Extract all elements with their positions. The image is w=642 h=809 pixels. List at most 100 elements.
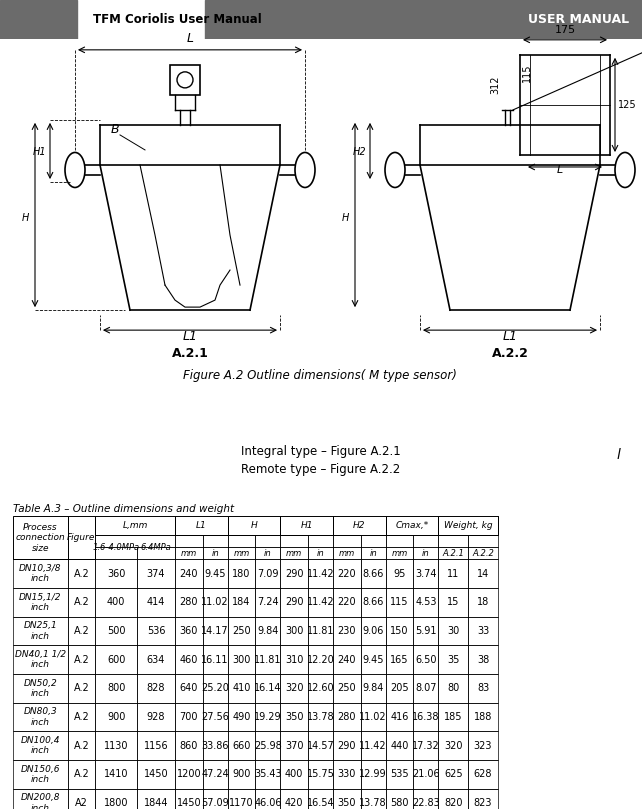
Bar xyxy=(468,616,498,646)
Text: 580: 580 xyxy=(390,798,409,808)
Bar xyxy=(308,646,333,674)
Bar xyxy=(413,702,438,731)
Text: 410: 410 xyxy=(232,684,250,693)
Text: 22.83: 22.83 xyxy=(412,798,440,808)
Bar xyxy=(137,535,175,547)
Text: 15: 15 xyxy=(447,597,460,608)
Text: 330: 330 xyxy=(338,769,356,779)
Text: 828: 828 xyxy=(147,684,165,693)
Text: DN40,1 1/2
inch: DN40,1 1/2 inch xyxy=(15,650,65,669)
Text: 414: 414 xyxy=(147,597,165,608)
Text: 800: 800 xyxy=(107,684,125,693)
Bar xyxy=(386,789,413,809)
Bar xyxy=(468,547,498,559)
Bar xyxy=(386,731,413,760)
Bar xyxy=(438,674,468,702)
Text: 150: 150 xyxy=(390,626,409,636)
Bar xyxy=(361,616,386,646)
Text: 12.20: 12.20 xyxy=(307,654,334,665)
Bar xyxy=(96,547,137,559)
Text: 370: 370 xyxy=(285,740,304,751)
Bar xyxy=(96,674,137,702)
Text: 600: 600 xyxy=(107,654,125,665)
Bar xyxy=(308,616,333,646)
Bar xyxy=(361,516,386,535)
Text: A.2: A.2 xyxy=(74,626,89,636)
Text: 38: 38 xyxy=(477,654,489,665)
Bar xyxy=(361,588,386,616)
Bar xyxy=(386,674,413,702)
Bar xyxy=(333,789,361,809)
Bar xyxy=(361,789,386,809)
Bar xyxy=(67,646,96,674)
Text: in: in xyxy=(317,549,324,557)
Bar xyxy=(281,516,333,535)
Text: 1844: 1844 xyxy=(144,798,168,808)
Text: 1200: 1200 xyxy=(177,769,201,779)
Text: 9.84: 9.84 xyxy=(257,626,279,636)
Text: 188: 188 xyxy=(474,712,492,722)
Bar xyxy=(227,646,256,674)
Bar xyxy=(137,760,175,789)
Bar xyxy=(386,702,413,731)
Bar xyxy=(386,616,413,646)
Text: A.2: A.2 xyxy=(74,597,89,608)
Bar xyxy=(203,547,227,559)
Bar xyxy=(281,616,308,646)
Bar xyxy=(333,588,361,616)
Text: 11.81: 11.81 xyxy=(307,626,334,636)
Bar xyxy=(203,789,227,809)
Bar xyxy=(386,559,413,588)
Text: 46.06: 46.06 xyxy=(254,798,282,808)
Bar xyxy=(361,760,386,789)
Text: 205: 205 xyxy=(390,684,409,693)
Bar xyxy=(386,516,438,535)
Text: 700: 700 xyxy=(180,712,198,722)
Bar xyxy=(13,646,67,674)
Bar xyxy=(468,731,498,760)
Text: 115: 115 xyxy=(390,597,409,608)
Bar xyxy=(256,731,281,760)
Text: 11.42: 11.42 xyxy=(307,597,334,608)
Text: 350: 350 xyxy=(285,712,304,722)
Text: USER MANUAL: USER MANUAL xyxy=(528,13,629,26)
Text: 18: 18 xyxy=(477,597,489,608)
Bar xyxy=(175,789,203,809)
Bar xyxy=(256,760,281,789)
Bar xyxy=(96,588,137,616)
Bar xyxy=(13,674,67,702)
Text: mm: mm xyxy=(392,549,408,557)
Bar xyxy=(227,516,256,535)
Bar xyxy=(175,674,203,702)
Bar xyxy=(203,535,227,547)
Bar xyxy=(96,535,137,547)
Text: H1: H1 xyxy=(300,521,313,530)
Text: DN100,4
inch: DN100,4 inch xyxy=(21,736,60,756)
Bar xyxy=(333,646,361,674)
Bar xyxy=(413,516,438,535)
Text: 15.75: 15.75 xyxy=(307,769,334,779)
Text: 625: 625 xyxy=(444,769,462,779)
Bar xyxy=(361,731,386,760)
Text: 500: 500 xyxy=(107,626,125,636)
Text: 19.29: 19.29 xyxy=(254,712,282,722)
Text: Process
connection
size: Process connection size xyxy=(15,523,65,553)
Text: 185: 185 xyxy=(444,712,462,722)
Text: 13.78: 13.78 xyxy=(307,712,334,722)
Bar xyxy=(256,535,281,547)
Text: 416: 416 xyxy=(390,712,409,722)
Text: 320: 320 xyxy=(285,684,304,693)
Bar xyxy=(281,674,308,702)
Text: 30: 30 xyxy=(447,626,459,636)
Bar xyxy=(281,646,308,674)
Text: 300: 300 xyxy=(285,626,304,636)
Bar xyxy=(308,789,333,809)
Bar xyxy=(175,702,203,731)
Bar xyxy=(256,588,281,616)
Bar xyxy=(308,760,333,789)
Bar xyxy=(281,760,308,789)
Text: 9.45: 9.45 xyxy=(363,654,384,665)
Bar xyxy=(281,516,333,535)
Text: 230: 230 xyxy=(338,626,356,636)
Bar xyxy=(308,674,333,702)
